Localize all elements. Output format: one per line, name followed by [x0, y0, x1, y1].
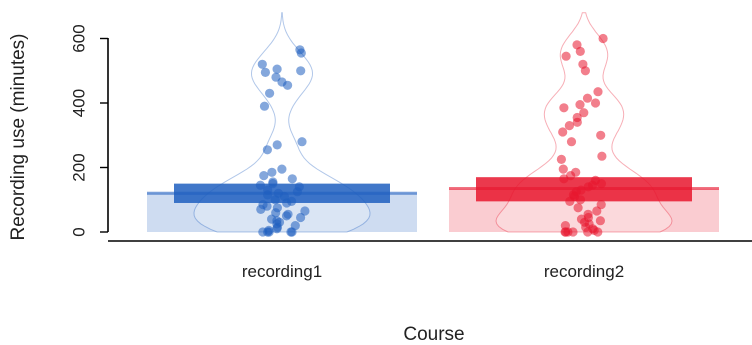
point-recording2 [593, 227, 603, 237]
point-recording1 [283, 80, 293, 90]
y-tick-label: 600 [69, 24, 88, 52]
point-recording1 [259, 101, 270, 111]
x-ticks-layer: recording1 recording2 [242, 262, 624, 281]
point-recording1 [272, 224, 282, 234]
point-recording1 [255, 180, 265, 190]
point-recording2 [573, 203, 583, 213]
y-tick-label: 400 [69, 89, 88, 117]
point-recording2 [582, 93, 593, 103]
point-recording1 [296, 48, 306, 58]
point-recording2 [596, 179, 607, 189]
x-tick-label: recording1 [242, 262, 322, 281]
point-recording2 [597, 151, 607, 161]
point-recording2 [575, 46, 585, 57]
point-recording2 [596, 130, 606, 140]
point-recording1 [277, 164, 287, 174]
point-recording1 [296, 66, 306, 76]
point-recording2 [556, 154, 567, 164]
point-recording2 [559, 174, 569, 184]
point-recording1 [260, 67, 270, 77]
point-recording1 [267, 167, 277, 177]
points-layer [255, 33, 608, 237]
y-tick-label: 200 [69, 153, 88, 181]
point-recording2 [558, 164, 568, 174]
point-recording1 [296, 212, 306, 223]
point-recording2 [566, 137, 577, 147]
y-ticks-layer: 0 200 400 600 [69, 24, 108, 237]
point-recording2 [592, 206, 602, 216]
point-recording2 [598, 33, 608, 44]
point-recording2 [561, 51, 571, 61]
point-recording2 [564, 121, 575, 131]
point-recording2 [559, 103, 569, 113]
point-recording2 [583, 182, 593, 192]
point-recording1 [264, 227, 274, 237]
point-recording2 [583, 227, 593, 237]
point-recording2 [558, 127, 568, 137]
bean-recording1 [193, 12, 371, 233]
point-recording1 [287, 227, 297, 237]
point-recording1 [282, 198, 292, 208]
point-recording1 [259, 171, 269, 181]
point-recording1 [258, 227, 268, 237]
point-recording2 [579, 108, 589, 118]
point-recording1 [268, 179, 278, 189]
point-recording2 [590, 98, 601, 108]
point-recording1 [265, 88, 275, 98]
point-recording1 [256, 204, 266, 214]
point-recording2 [565, 196, 575, 206]
x-tick-label: recording2 [544, 262, 624, 281]
point-recording2 [595, 216, 606, 226]
point-recording1 [292, 187, 302, 197]
point-recording2 [575, 100, 585, 110]
point-recording1 [287, 174, 297, 184]
point-recording1 [297, 137, 307, 147]
point-recording2 [568, 227, 578, 237]
point-recording1 [263, 190, 273, 200]
point-recording1 [262, 145, 272, 155]
point-recording1 [281, 211, 292, 221]
y-tick-label: 0 [69, 227, 88, 236]
point-recording2 [575, 195, 586, 205]
point-recording1 [272, 64, 282, 74]
point-recording1 [257, 59, 267, 69]
point-recording2 [596, 200, 606, 210]
y-axis-title: Recording use (minutes) [8, 34, 29, 241]
point-recording1 [300, 206, 310, 216]
x-axis-title: Course [403, 324, 464, 345]
point-recording2 [593, 87, 603, 97]
point-recording2 [580, 66, 591, 76]
point-recording1 [272, 140, 282, 150]
point-recording1 [270, 195, 280, 205]
point-recording2 [572, 117, 582, 127]
